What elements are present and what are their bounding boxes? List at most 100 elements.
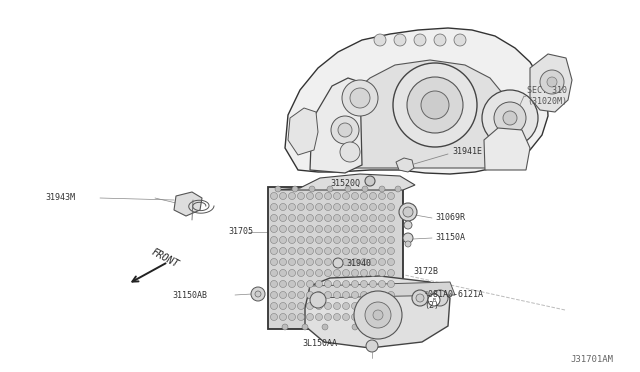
Circle shape <box>428 294 440 306</box>
Circle shape <box>316 259 323 266</box>
Circle shape <box>374 34 386 46</box>
Polygon shape <box>530 54 572 112</box>
Circle shape <box>350 88 370 108</box>
Circle shape <box>351 203 358 211</box>
Circle shape <box>289 269 296 276</box>
Circle shape <box>316 192 323 199</box>
Circle shape <box>307 215 314 221</box>
Circle shape <box>351 237 358 244</box>
Circle shape <box>351 259 358 266</box>
Circle shape <box>302 324 308 330</box>
Circle shape <box>351 292 358 298</box>
Circle shape <box>387 203 394 211</box>
Circle shape <box>307 314 314 321</box>
Circle shape <box>298 280 305 288</box>
Circle shape <box>298 269 305 276</box>
Text: 31520Q: 31520Q <box>330 179 360 187</box>
Circle shape <box>342 247 349 254</box>
Circle shape <box>432 290 448 306</box>
Text: 3172B: 3172B <box>413 267 438 276</box>
Circle shape <box>316 280 323 288</box>
Circle shape <box>369 215 376 221</box>
Circle shape <box>307 259 314 266</box>
Circle shape <box>280 314 287 321</box>
Circle shape <box>342 192 349 199</box>
Polygon shape <box>288 108 318 155</box>
Circle shape <box>307 280 314 288</box>
Circle shape <box>324 225 332 232</box>
Circle shape <box>271 292 278 298</box>
Circle shape <box>292 186 298 192</box>
Circle shape <box>307 247 314 254</box>
Circle shape <box>378 314 385 321</box>
Text: 31150A: 31150A <box>435 234 465 243</box>
Circle shape <box>378 269 385 276</box>
Circle shape <box>298 237 305 244</box>
Circle shape <box>251 287 265 301</box>
Circle shape <box>280 292 287 298</box>
Text: 3L150AA: 3L150AA <box>302 340 337 349</box>
Circle shape <box>333 203 340 211</box>
Circle shape <box>280 259 287 266</box>
Circle shape <box>378 292 385 298</box>
Circle shape <box>434 34 446 46</box>
Circle shape <box>271 302 278 310</box>
Circle shape <box>331 116 359 144</box>
Bar <box>268 187 403 329</box>
Circle shape <box>360 192 367 199</box>
Circle shape <box>369 237 376 244</box>
Circle shape <box>351 225 358 232</box>
Circle shape <box>387 314 394 321</box>
Circle shape <box>298 302 305 310</box>
Circle shape <box>378 203 385 211</box>
Circle shape <box>307 292 314 298</box>
Circle shape <box>327 186 333 192</box>
Circle shape <box>351 215 358 221</box>
Circle shape <box>387 302 394 310</box>
Circle shape <box>324 302 332 310</box>
Circle shape <box>275 186 281 192</box>
Circle shape <box>482 90 538 146</box>
Circle shape <box>280 237 287 244</box>
Circle shape <box>378 225 385 232</box>
Circle shape <box>404 221 412 229</box>
Circle shape <box>271 192 278 199</box>
Circle shape <box>280 225 287 232</box>
Text: 31941E: 31941E <box>452 148 482 157</box>
Circle shape <box>280 247 287 254</box>
Circle shape <box>271 280 278 288</box>
Polygon shape <box>308 282 455 298</box>
Circle shape <box>360 247 367 254</box>
Circle shape <box>342 292 349 298</box>
Circle shape <box>298 292 305 298</box>
Circle shape <box>387 292 394 298</box>
Circle shape <box>494 102 526 134</box>
Circle shape <box>280 302 287 310</box>
Circle shape <box>414 34 426 46</box>
Circle shape <box>289 247 296 254</box>
Polygon shape <box>305 276 450 348</box>
Circle shape <box>365 176 375 186</box>
Circle shape <box>392 324 398 330</box>
Circle shape <box>280 280 287 288</box>
Circle shape <box>340 142 360 162</box>
Circle shape <box>360 215 367 221</box>
Circle shape <box>324 280 332 288</box>
Circle shape <box>316 203 323 211</box>
Circle shape <box>333 259 340 266</box>
Circle shape <box>333 192 340 199</box>
Text: 31940: 31940 <box>346 260 371 269</box>
Circle shape <box>412 290 428 306</box>
Circle shape <box>271 203 278 211</box>
Text: SEC. 310
(31020M): SEC. 310 (31020M) <box>527 86 567 106</box>
Text: ²081A0-6121A
(2): ²081A0-6121A (2) <box>424 290 484 310</box>
Circle shape <box>307 237 314 244</box>
Circle shape <box>387 247 394 254</box>
Text: J31701AM: J31701AM <box>570 356 613 365</box>
Circle shape <box>393 63 477 147</box>
Circle shape <box>378 280 385 288</box>
Circle shape <box>379 186 385 192</box>
Polygon shape <box>174 192 202 216</box>
Circle shape <box>387 237 394 244</box>
Circle shape <box>333 258 343 268</box>
